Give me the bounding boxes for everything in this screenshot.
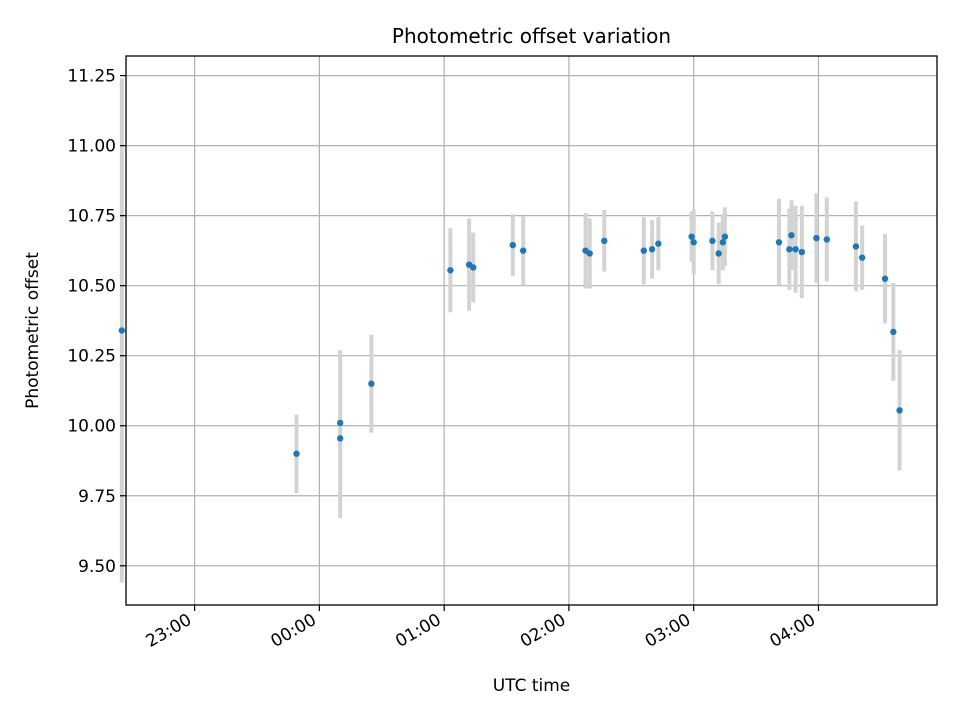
data-point [447,267,454,274]
data-point [788,232,795,239]
data-point [719,239,727,246]
data-point [293,450,300,457]
x-axis-label: UTC time [493,676,571,696]
data-point [775,239,783,246]
point-layer [118,232,903,457]
data-point [721,233,729,240]
data-point [690,239,697,246]
y-tick-label: 10.50 [67,277,116,297]
data-point [798,248,806,256]
data-point [470,264,477,271]
plot-background [126,56,937,605]
data-point [813,234,820,242]
y-tick-label: 9.50 [78,557,116,577]
data-point [792,246,799,253]
data-point [688,233,695,240]
y-tick-label: 10.25 [67,347,116,367]
data-point [890,328,897,336]
data-point [368,380,375,387]
y-tick-label: 11.25 [67,67,116,87]
data-point [648,246,656,253]
y-tick-label: 9.75 [78,487,116,507]
data-point [519,247,527,254]
data-point [715,250,722,257]
data-point [655,240,662,247]
data-point [858,254,866,261]
data-point [640,247,647,254]
y-axis-label: Photometric offset [23,252,43,409]
data-point [786,246,793,253]
y-tick-label: 10.00 [67,417,116,437]
data-point [118,327,126,334]
chart-title: Photometric offset variation [392,24,671,48]
data-point [896,407,903,414]
data-point [509,241,516,249]
y-tick-label: 11.00 [67,137,116,157]
data-point [586,250,593,257]
data-point [336,419,344,427]
data-point [823,236,830,243]
y-tick-label: 10.75 [67,207,116,227]
plot-frame [125,55,938,606]
data-point [709,237,716,245]
data-point [336,435,344,442]
data-point [881,275,889,282]
data-point [601,237,608,245]
data-point [852,243,860,250]
